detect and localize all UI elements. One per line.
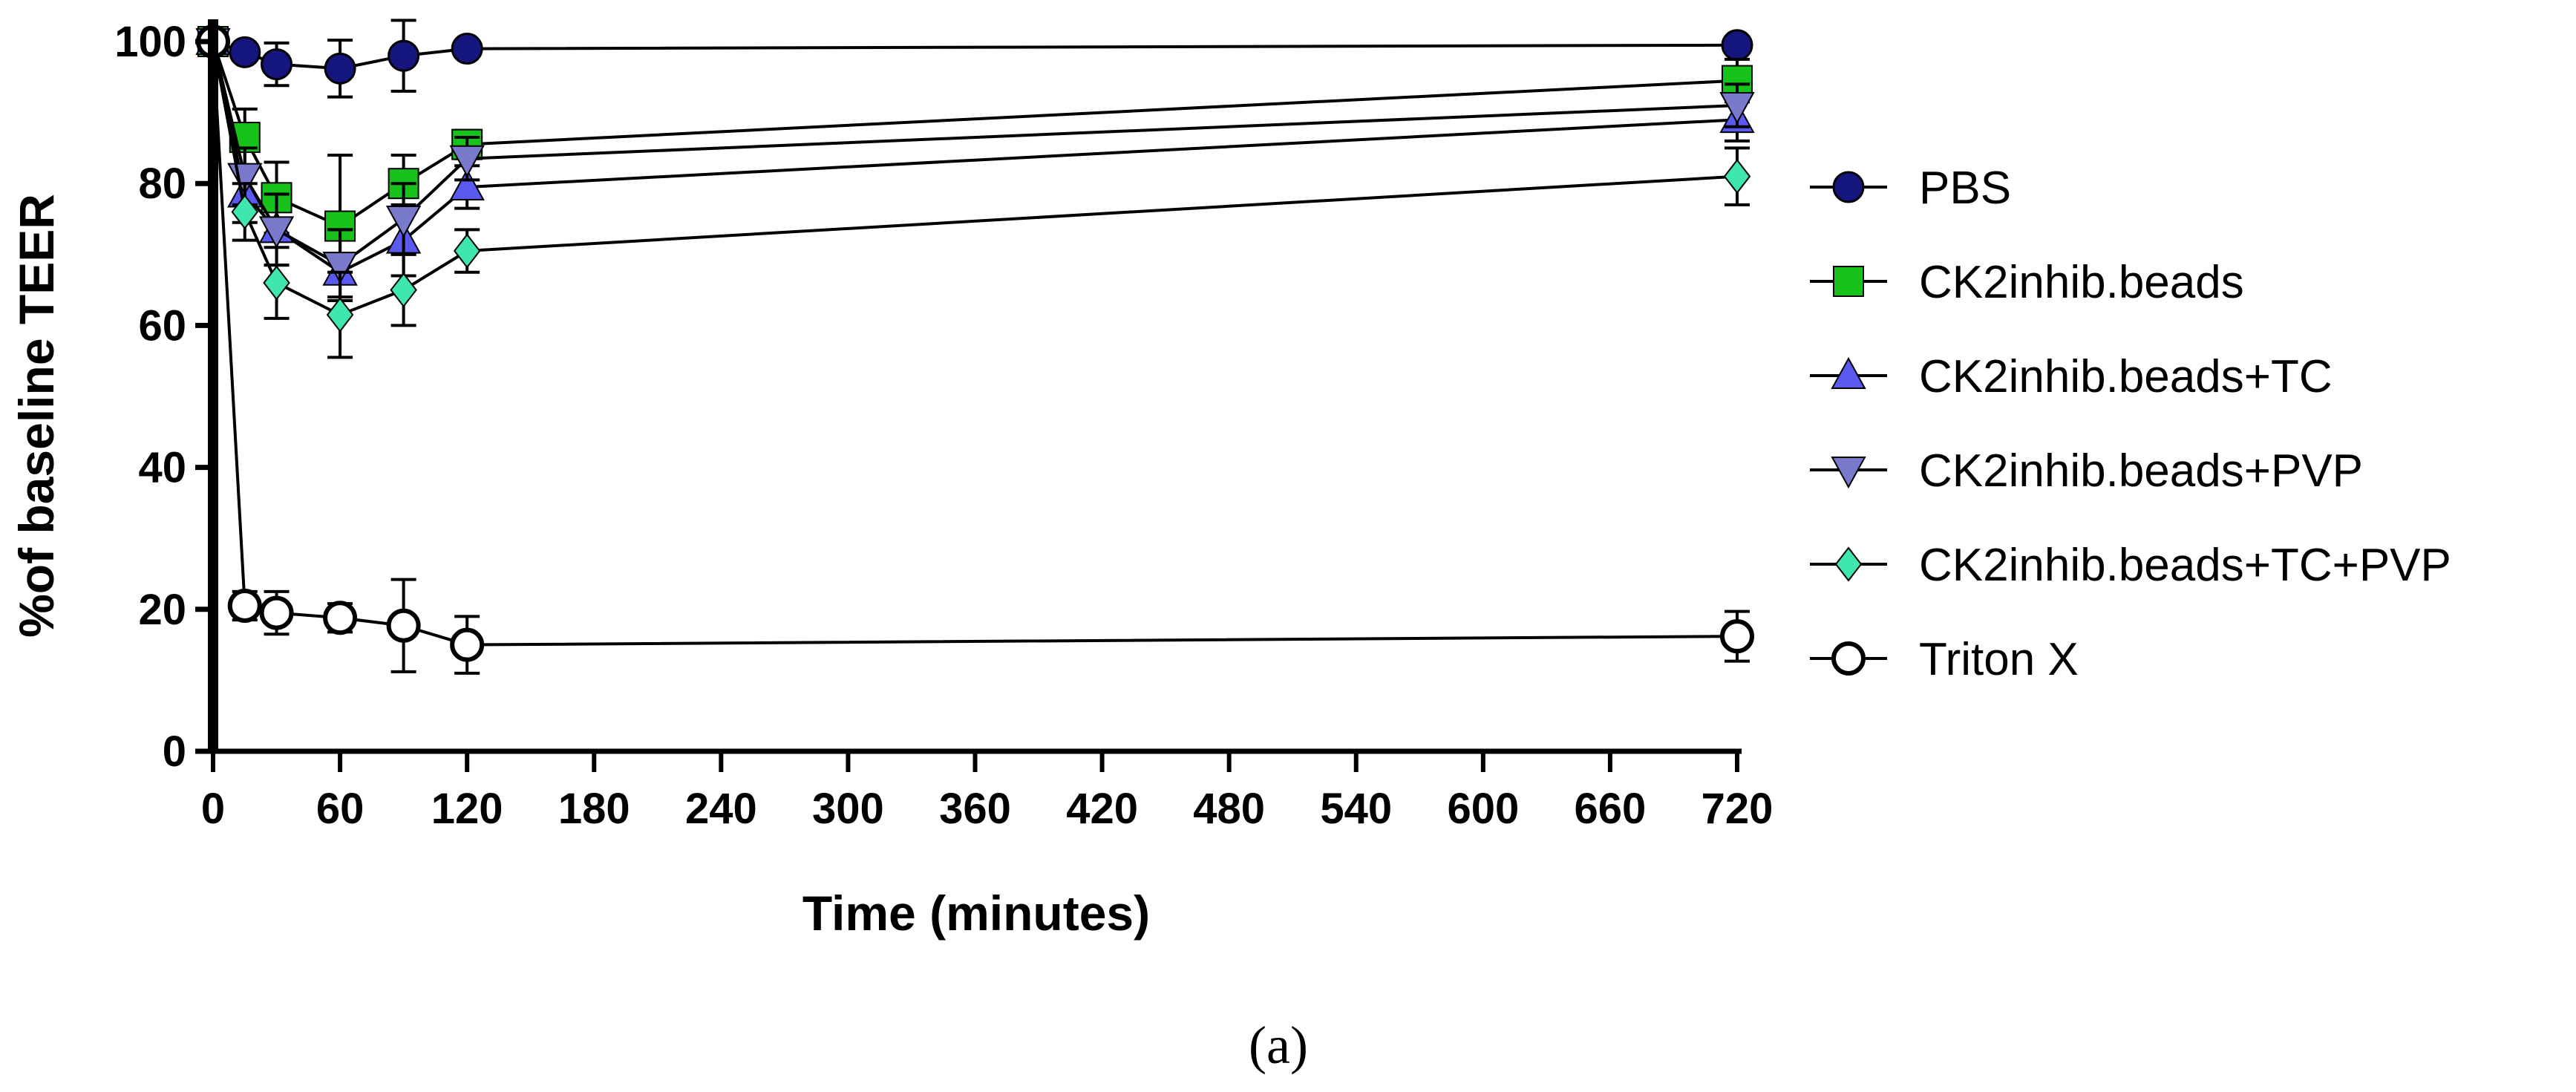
data-point — [451, 33, 483, 65]
data-point — [453, 233, 481, 269]
data-point — [261, 48, 293, 81]
series-layer — [195, 19, 1755, 675]
x-tick-label: 240 — [685, 785, 757, 833]
legend-marker — [1834, 546, 1863, 582]
y-tick-label: 80 — [138, 160, 186, 208]
data-point — [258, 216, 295, 249]
y-tick-label: 100 — [114, 18, 186, 66]
series-line — [212, 41, 1738, 317]
series-5 — [196, 24, 1754, 675]
data-point — [259, 595, 294, 630]
series-3 — [195, 28, 1755, 302]
x-tick-label: 300 — [812, 785, 884, 833]
x-tick-label: 60 — [316, 785, 365, 833]
y-tick-label: 20 — [138, 586, 186, 634]
series-line — [212, 40, 1738, 71]
legend-marker — [1831, 356, 1866, 389]
data-point — [323, 601, 358, 635]
x-tick-label: 480 — [1193, 785, 1265, 833]
series-line — [212, 41, 1738, 275]
x-axis-title: Time (minutes) — [802, 886, 1150, 941]
series-2 — [195, 22, 1755, 317]
data-point — [449, 145, 485, 177]
legend-item: CK2inhib.beads+TC — [1810, 351, 2333, 402]
data-point — [1719, 92, 1755, 125]
data-point — [229, 36, 261, 68]
data-point — [324, 52, 356, 85]
x-tick-label: 360 — [939, 785, 1011, 833]
data-point — [388, 39, 420, 72]
series-line — [212, 41, 1738, 267]
x-tick-label: 660 — [1575, 785, 1647, 833]
y-axis-title: %of baseline TEER — [9, 194, 64, 638]
series-4 — [199, 24, 1751, 359]
legend-item: CK2inhib.beads — [1810, 257, 2244, 308]
data-point — [386, 608, 421, 643]
series-line — [212, 41, 1738, 228]
legend-label: CK2inhib.beads+PVP — [1919, 445, 2363, 497]
x-tick-label: 180 — [558, 785, 630, 833]
data-point — [322, 252, 358, 284]
legend-marker — [1831, 457, 1866, 489]
x-tick-label: 0 — [201, 785, 225, 833]
data-point — [385, 206, 422, 238]
data-point — [390, 272, 417, 308]
legend-label: CK2inhib.beads+TC+PVP — [1919, 540, 2451, 591]
series-0 — [197, 19, 1753, 99]
data-point — [1720, 619, 1754, 654]
x-tick-label: 720 — [1701, 785, 1774, 833]
legend-label: Triton X — [1919, 634, 2079, 685]
y-tick-label: 60 — [138, 301, 186, 350]
legend-label: CK2inhib.beads+TC — [1919, 351, 2333, 402]
data-point — [449, 168, 485, 200]
data-point — [450, 627, 485, 662]
data-point — [231, 194, 259, 230]
legend-label: PBS — [1919, 163, 2011, 214]
data-point — [1723, 159, 1751, 194]
legend-item: CK2inhib.beads+PVP — [1810, 445, 2363, 497]
x-tick-label: 120 — [431, 785, 503, 833]
y-tick-label: 40 — [138, 444, 186, 492]
legend-marker — [1831, 641, 1866, 676]
figure-caption: (a) — [1249, 1016, 1308, 1075]
legend-item: CK2inhib.beads+TC+PVP — [1810, 540, 2451, 591]
legend-item: Triton X — [1810, 634, 2079, 685]
series-1 — [197, 26, 1753, 299]
x-tick-label: 600 — [1447, 785, 1519, 833]
data-point — [1721, 29, 1753, 62]
legend-label: CK2inhib.beads — [1919, 257, 2244, 308]
x-tick-label: 540 — [1320, 785, 1392, 833]
data-point — [326, 297, 354, 333]
legend: PBS CK2inhib.beads CK2inhib.beads+TC CK2inh… — [1810, 163, 2451, 685]
legend-item: PBS — [1810, 163, 2011, 214]
data-point — [263, 265, 290, 301]
legend-marker — [1832, 171, 1865, 203]
x-tick-label: 420 — [1066, 785, 1138, 833]
data-point — [227, 589, 262, 624]
axes: 0 20 40 60 80 100 0 60 120 180 240 300 360 420 480 540 6… — [114, 18, 1773, 833]
legend-marker — [1833, 266, 1864, 297]
y-tick-label: 0 — [163, 728, 186, 776]
